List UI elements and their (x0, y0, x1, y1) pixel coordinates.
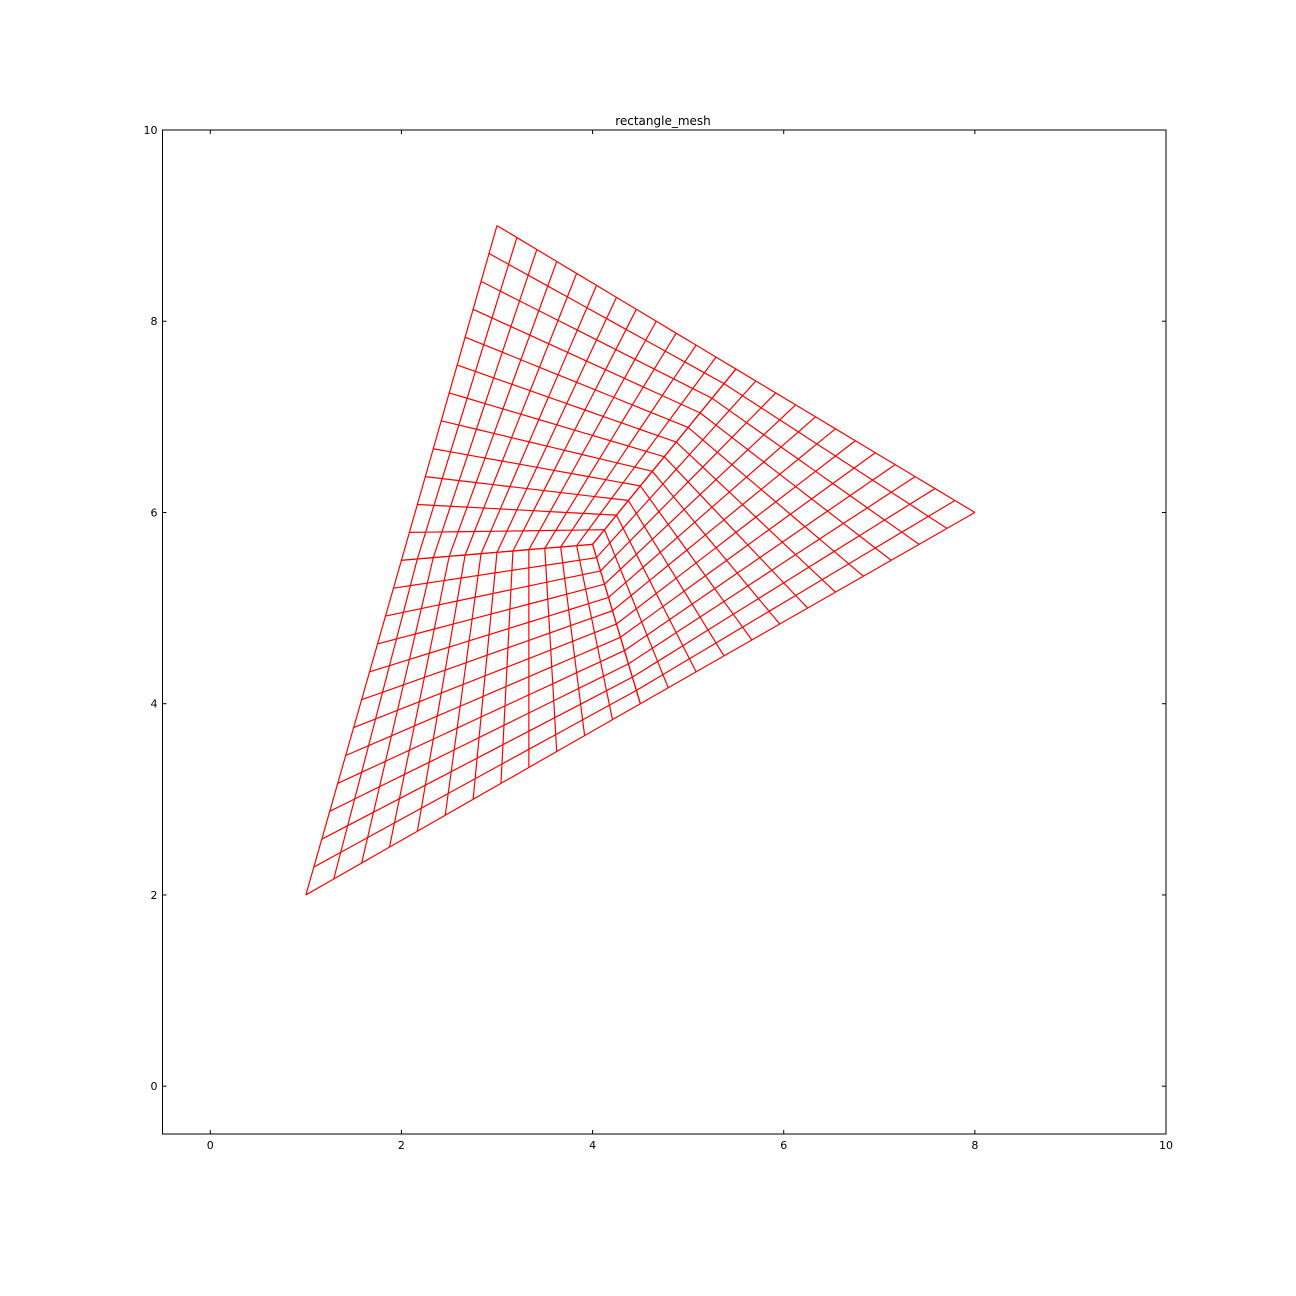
x-tick-label: 2 (398, 1139, 405, 1152)
mesh-line (385, 570, 601, 617)
plot-area: 0 2 4 6 8 10 0 2 4 6 8 10 (144, 124, 1174, 1152)
axis-ticks: 0 2 4 6 8 10 0 2 4 6 8 10 (144, 124, 1174, 1152)
chart-title: rectangle_mesh (615, 114, 711, 128)
x-tick-label: 0 (207, 1139, 214, 1152)
x-tick-label: 6 (780, 1139, 787, 1152)
y-tick-label: 4 (151, 698, 158, 711)
mesh-line (393, 557, 597, 589)
y-tick-label: 2 (151, 889, 158, 902)
mesh-line (409, 529, 605, 533)
mesh-line (592, 368, 737, 545)
x-tick-label: 10 (1159, 1139, 1173, 1152)
mesh-line (576, 356, 717, 547)
x-tick-label: 4 (589, 1139, 596, 1152)
y-tick-label: 6 (151, 506, 158, 519)
x-tick-label: 8 (971, 1139, 978, 1152)
y-tick-label: 0 (151, 1080, 158, 1093)
mesh-line (603, 529, 669, 689)
mesh-line (560, 344, 697, 548)
axes-frame (162, 129, 1167, 1135)
mesh-line (401, 543, 593, 561)
mesh-line (591, 544, 641, 704)
mesh-line (596, 380, 757, 559)
mesh (305, 225, 976, 896)
mesh-line (576, 545, 614, 720)
mesh-line (615, 514, 697, 673)
y-tick-label: 10 (144, 124, 158, 137)
y-tick-label: 8 (151, 315, 158, 328)
